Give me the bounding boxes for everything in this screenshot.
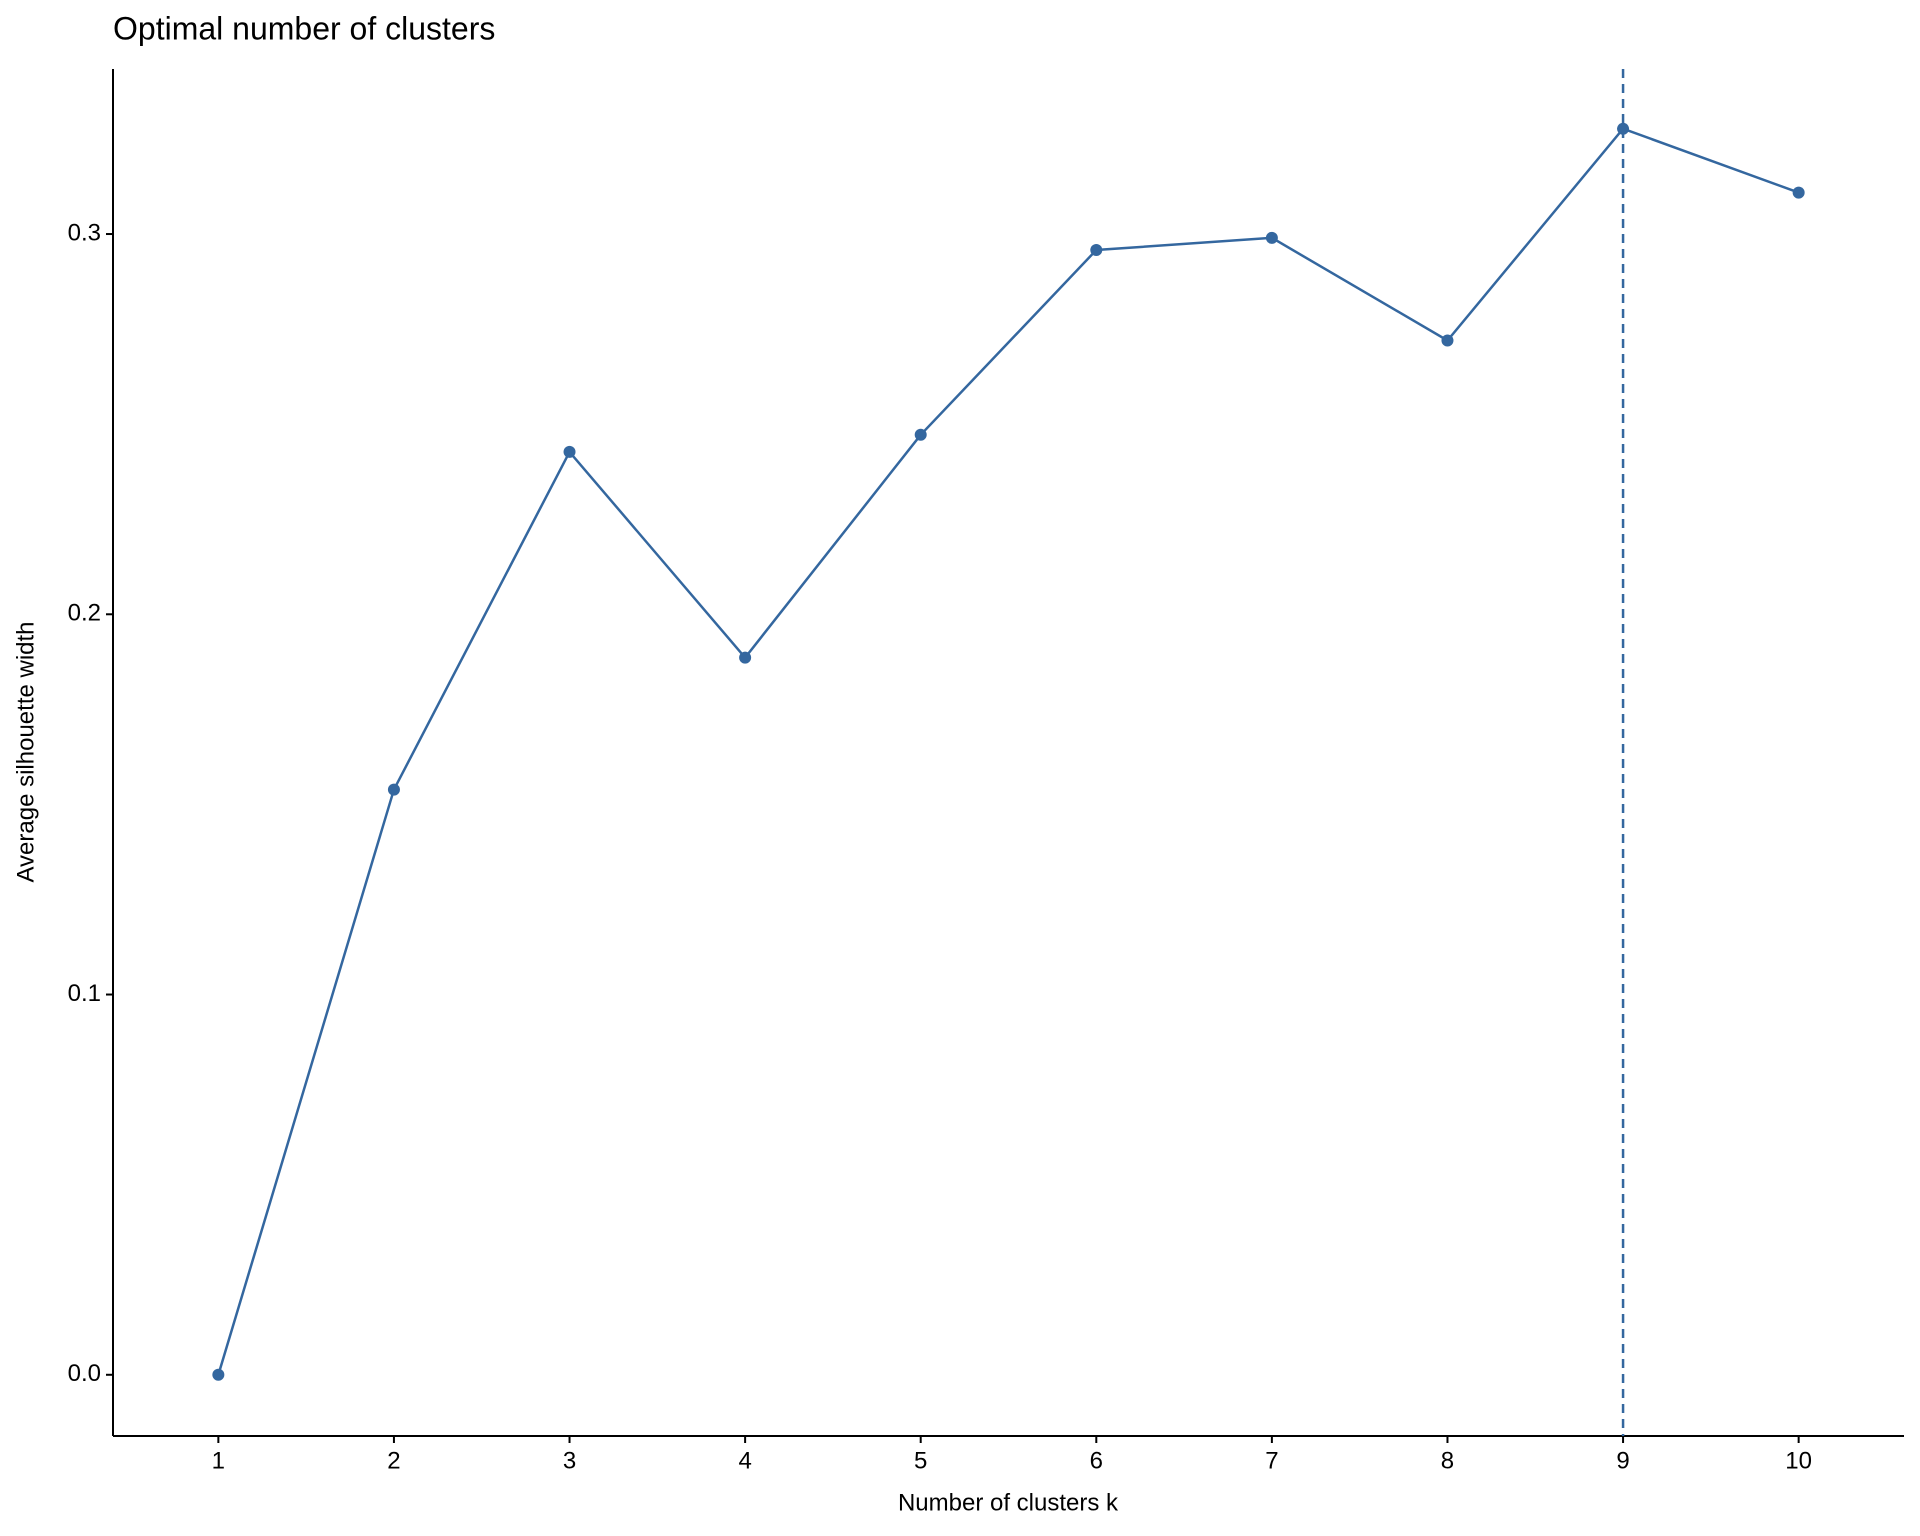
x-tick-label: 3 (563, 1447, 576, 1474)
x-tick-label: 9 (1616, 1447, 1629, 1474)
data-point (739, 651, 752, 664)
data-point (212, 1368, 225, 1381)
x-tick-label: 7 (1265, 1447, 1278, 1474)
x-tick-label: 1 (212, 1447, 225, 1474)
y-tick-label: 0.1 (68, 980, 101, 1007)
x-tick-label: 2 (387, 1447, 400, 1474)
series-line (217, 127, 1800, 1376)
data-point (1617, 122, 1630, 135)
x-axis-label: Number of clusters k (898, 1489, 1119, 1516)
y-axis-label: Average silhouette width (12, 621, 39, 882)
x-tick-label: 4 (738, 1447, 751, 1474)
data-point (387, 783, 400, 796)
data-point (1265, 231, 1278, 244)
y-tick-label: 0.2 (68, 600, 101, 627)
data-point (1090, 243, 1103, 256)
x-tick-label: 8 (1441, 1447, 1454, 1474)
chart-title: Optimal number of clusters (113, 10, 495, 46)
y-tick-label: 0.0 (68, 1360, 101, 1387)
data-point (563, 445, 576, 458)
data-point (1792, 186, 1805, 199)
data-point (914, 428, 927, 441)
x-tick-label: 5 (914, 1447, 927, 1474)
y-tick-label: 0.3 (68, 219, 101, 246)
x-tick-label: 6 (1090, 1447, 1103, 1474)
x-tick-label: 10 (1785, 1447, 1812, 1474)
data-point (1441, 334, 1454, 347)
